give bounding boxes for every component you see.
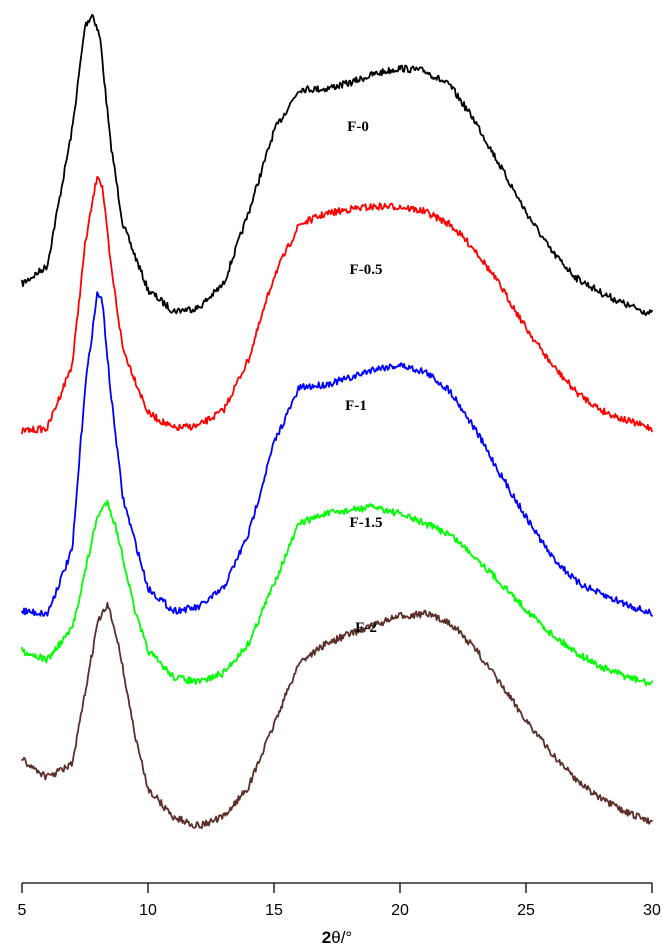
series-label: F-1: [345, 398, 367, 414]
series-line-f-1-5: [21, 499, 653, 687]
series-line-f-0: [21, 13, 653, 317]
series-line-f-1: [21, 291, 653, 617]
series-label: F-1.5: [350, 515, 383, 531]
series-line-f-2: [21, 602, 653, 829]
x-tick-label: 10: [139, 902, 157, 919]
series-label: F-0.5: [350, 262, 383, 278]
series-label-layer: F-0 F-0.5 F-1 F-1.5 F-2: [345, 119, 382, 636]
x-axis-label: 2θ/°: [322, 928, 352, 947]
x-tick-label: 5: [18, 902, 27, 919]
x-axis: 5 10 15 20 25 30: [18, 882, 661, 919]
x-tick-label: 30: [643, 902, 661, 919]
series-label: F-0: [347, 119, 369, 135]
series-layer: [21, 13, 653, 829]
series-line-f-0-5: [21, 176, 653, 435]
x-axis-label-unit: θ/°: [331, 928, 352, 947]
x-tick-label: 20: [391, 902, 409, 919]
series-label: F-2: [355, 620, 377, 636]
x-tick-label: 25: [517, 902, 535, 919]
x-tick-label: 15: [265, 902, 283, 919]
x-axis-label-bold: 2: [322, 928, 331, 947]
